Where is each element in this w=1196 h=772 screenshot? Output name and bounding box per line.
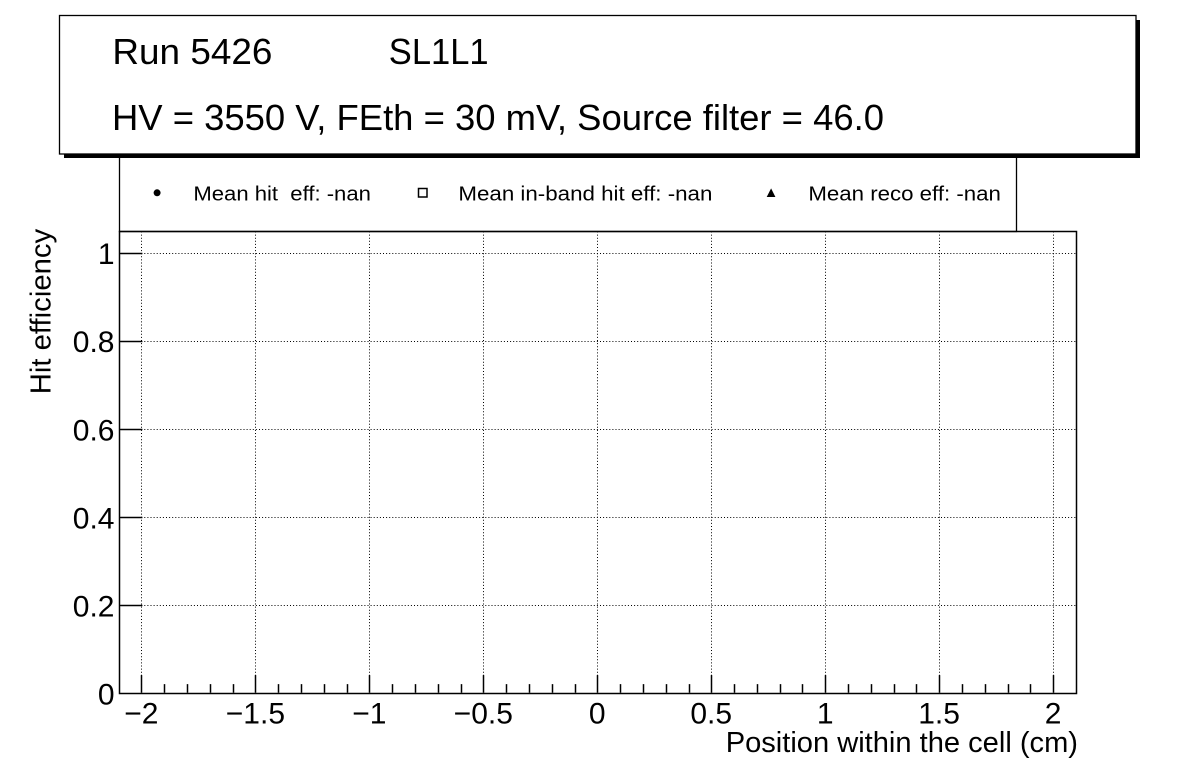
svg-text:1.5: 1.5 [918,698,960,731]
svg-text:0.6: 0.6 [73,414,115,447]
svg-text:−1.5: −1.5 [226,698,285,731]
svg-text:Mean hit eff: -nan: Mean hit eff: -nan [193,184,371,206]
svg-text:−0.5: −0.5 [454,698,513,731]
svg-text:1: 1 [817,698,834,731]
svg-text:0: 0 [98,678,115,711]
svg-text:HV = 3550 V, FEth = 30 mV, Sou: HV = 3550 V, FEth = 30 mV, Source filter… [112,97,884,138]
svg-text:−1: −1 [352,698,386,731]
svg-text:0.8: 0.8 [73,326,115,359]
svg-text:0.2: 0.2 [73,590,115,623]
svg-text:Hit efficiency: Hit efficiency [26,228,58,394]
svg-text:−2: −2 [124,698,158,731]
svg-text:Mean in-band hit eff: -nan: Mean in-band hit eff: -nan [458,184,712,206]
svg-text:Mean reco eff: -nan: Mean reco eff: -nan [808,184,1001,206]
svg-text:Position within the cell (cm): Position within the cell (cm) [726,727,1078,759]
svg-text:SL1L1: SL1L1 [389,31,489,72]
svg-text:0.4: 0.4 [73,502,115,535]
svg-text:Run 5426: Run 5426 [112,31,272,72]
svg-text:0.5: 0.5 [690,698,732,731]
svg-text:1: 1 [98,238,115,271]
svg-text:0: 0 [589,698,606,731]
svg-text:2: 2 [1045,698,1062,731]
